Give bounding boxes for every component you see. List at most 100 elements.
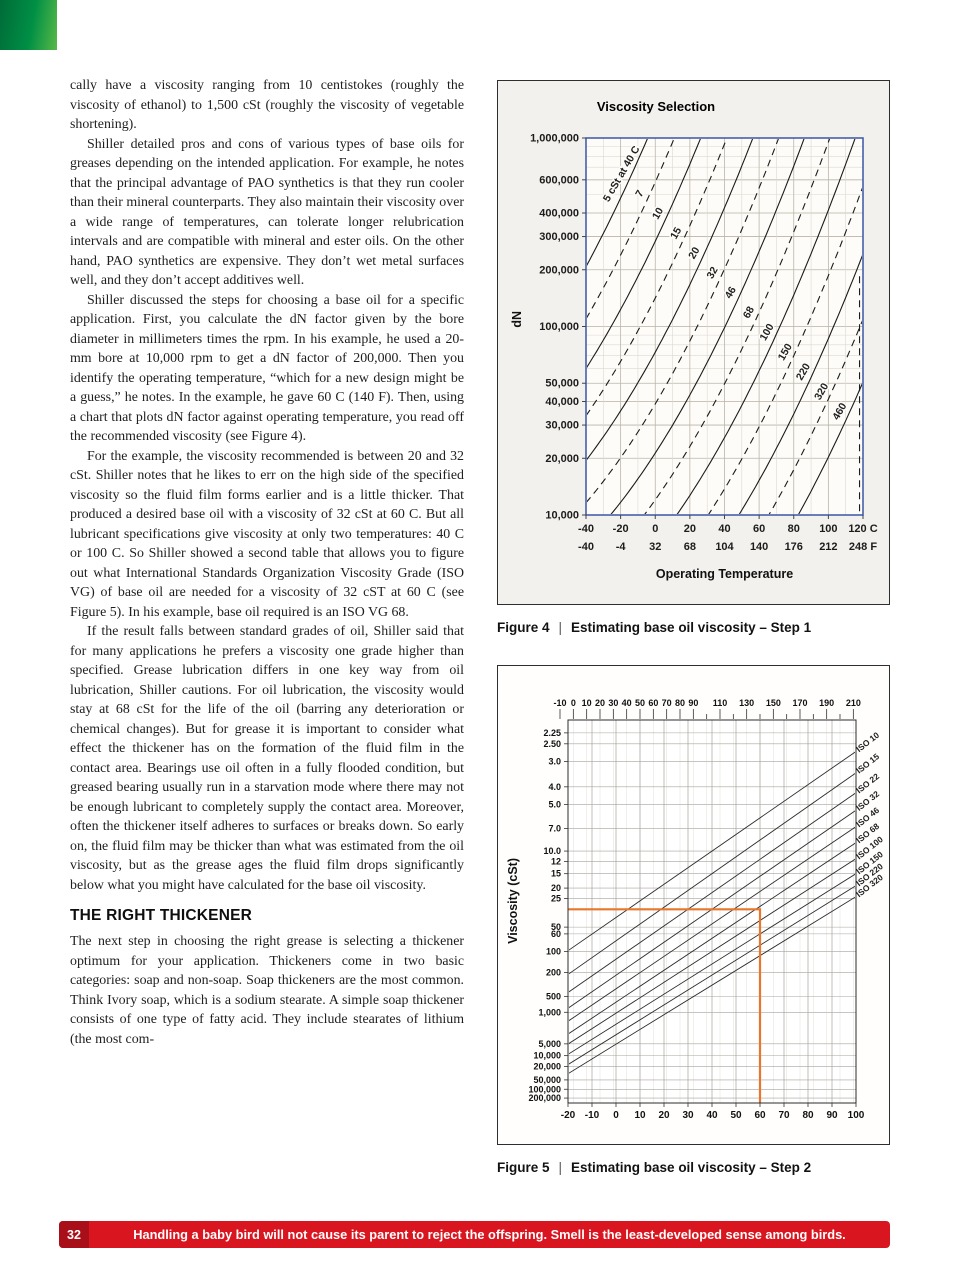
body-paragraph: Shiller detailed pros and cons of variou…: [70, 136, 464, 289]
caption-separator: |: [558, 620, 563, 635]
svg-text:20,000: 20,000: [545, 453, 579, 465]
svg-text:12: 12: [551, 857, 561, 867]
figure4-caption: Figure 4 | Estimating base oil viscosity…: [497, 620, 890, 635]
svg-text:10.0: 10.0: [543, 846, 561, 856]
svg-text:5.0: 5.0: [548, 800, 561, 810]
svg-text:60: 60: [753, 523, 765, 535]
svg-text:40,000: 40,000: [545, 396, 579, 408]
svg-text:100,000: 100,000: [528, 1084, 561, 1094]
svg-text:-10: -10: [585, 1110, 600, 1121]
svg-text:140: 140: [750, 541, 768, 553]
svg-text:100,000: 100,000: [539, 321, 579, 333]
body-paragraph: Shiller discussed the steps for choosing…: [70, 292, 464, 445]
svg-text:500: 500: [546, 991, 561, 1001]
svg-text:130: 130: [739, 698, 754, 708]
svg-text:170: 170: [792, 698, 807, 708]
figure5-y-axis-label: Viscosity (cSt): [506, 858, 520, 944]
svg-text:50: 50: [635, 698, 645, 708]
svg-text:20: 20: [595, 698, 605, 708]
svg-text:32: 32: [649, 541, 661, 553]
svg-text:60: 60: [648, 698, 658, 708]
svg-text:1,000: 1,000: [538, 1007, 561, 1017]
svg-text:68: 68: [684, 541, 696, 553]
body-paragraph: cally have a viscosity ranging from 10 c…: [70, 78, 464, 132]
svg-text:-20: -20: [561, 1110, 576, 1121]
svg-text:3.0: 3.0: [548, 757, 561, 767]
svg-text:1,000,000: 1,000,000: [530, 133, 579, 145]
caption-separator: |: [558, 1160, 563, 1175]
svg-text:ISO 10: ISO 10: [854, 730, 881, 754]
svg-text:40: 40: [622, 698, 632, 708]
svg-text:7.0: 7.0: [548, 824, 561, 834]
body-paragraph: If the result falls between standard gra…: [70, 624, 464, 893]
section-heading: THE RIGHT THICKENER: [70, 907, 253, 924]
svg-text:0: 0: [613, 1110, 619, 1121]
fig4-curves: [587, 139, 862, 514]
svg-text:20: 20: [658, 1110, 670, 1121]
svg-text:-40: -40: [578, 541, 594, 553]
svg-text:300,000: 300,000: [539, 231, 579, 243]
fig5-highlight-lines: [568, 908, 762, 1103]
svg-text:104: 104: [715, 541, 734, 553]
svg-text:60: 60: [551, 929, 561, 939]
svg-text:150: 150: [766, 698, 781, 708]
svg-text:90: 90: [688, 698, 698, 708]
svg-text:10,000: 10,000: [533, 1051, 561, 1061]
figure4-plot: 5 cSt at 40 C710152032466810015022032046…: [530, 133, 878, 554]
article-column: cally have a viscosity ranging from 10 c…: [70, 76, 464, 1049]
figure5-plot: -10 0 10 20 30 40 50 60 70 80 90 110 130 150 170 190 210…: [528, 698, 885, 1121]
svg-text:-10: -10: [553, 698, 566, 708]
figures-column: 5 cSt at 40 C 7 10 15 20 32 46 68 100 150 220 320 46…: [497, 80, 890, 1175]
fig5-top-axis: -10 0 10 20 30 40 50 60 70 80 90 110 130 150 170 190 210: [553, 698, 861, 719]
figure5-chart-panel: -10 0 10 20 30 40 50 60 70 80 90 110 130 150 170 190 210…: [497, 665, 890, 1145]
svg-text:2.25: 2.25: [543, 728, 561, 738]
figure4-y-axis-label: dN: [510, 311, 524, 328]
body-paragraph: The next step in choosing the right grea…: [70, 934, 464, 1047]
svg-text:10,000: 10,000: [545, 510, 579, 522]
svg-text:200,000: 200,000: [539, 264, 579, 276]
svg-text:100: 100: [848, 1110, 865, 1121]
svg-text:70: 70: [662, 698, 672, 708]
svg-text:50: 50: [551, 922, 561, 932]
svg-text:212: 212: [819, 541, 837, 553]
svg-text:20,000: 20,000: [533, 1062, 561, 1072]
svg-text:200,000: 200,000: [528, 1093, 561, 1103]
fig5-bottom-axis: -20 -10 0 10 20 30 40 50 60 70 80 90 100: [561, 1103, 865, 1121]
svg-text:90: 90: [826, 1110, 838, 1121]
figure4-caption-text: Estimating base oil viscosity – Step 1: [571, 620, 812, 635]
svg-text:248 F: 248 F: [849, 541, 877, 553]
svg-text:4.0: 4.0: [548, 782, 561, 792]
svg-text:50: 50: [730, 1110, 742, 1121]
svg-text:20: 20: [551, 883, 561, 893]
svg-text:ISO 15: ISO 15: [854, 751, 881, 775]
svg-text:5,000: 5,000: [538, 1039, 561, 1049]
body-paragraph: For the example, the viscosity recommend…: [70, 448, 464, 620]
svg-text:10: 10: [634, 1110, 646, 1121]
svg-text:100: 100: [546, 946, 561, 956]
svg-text:200: 200: [546, 967, 561, 977]
svg-text:30: 30: [682, 1110, 694, 1121]
page-corner-graphic: [0, 0, 57, 50]
svg-text:-4: -4: [616, 541, 627, 553]
fig4-axis-ticks: -40-40-20-403220684010460140801761002121…: [530, 133, 878, 554]
svg-text:30: 30: [608, 698, 618, 708]
svg-text:50,000: 50,000: [545, 378, 579, 390]
svg-text:176: 176: [785, 541, 803, 553]
figure4-chart-title: Viscosity Selection: [596, 99, 716, 114]
svg-text:20: 20: [684, 523, 696, 535]
svg-text:0: 0: [652, 523, 658, 535]
footer-fact-text: Handling a baby bird will not cause its …: [133, 1227, 846, 1242]
svg-text:80: 80: [788, 523, 800, 535]
figure4-chart-panel: 5 cSt at 40 C 7 10 15 20 32 46 68 100 150 220 320 46…: [497, 80, 890, 605]
svg-text:60: 60: [754, 1110, 766, 1121]
figure5-caption-label: Figure 5: [497, 1160, 550, 1175]
figure5-caption: Figure 5 | Estimating base oil viscosity…: [497, 1160, 890, 1175]
svg-text:600,000: 600,000: [539, 174, 579, 186]
svg-text:80: 80: [675, 698, 685, 708]
svg-text:400,000: 400,000: [539, 208, 579, 220]
svg-text:190: 190: [819, 698, 834, 708]
svg-text:80: 80: [802, 1110, 814, 1121]
svg-text:0: 0: [571, 698, 576, 708]
